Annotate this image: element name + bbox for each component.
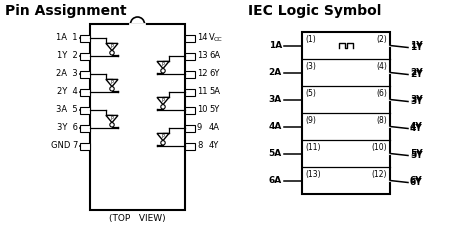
Bar [185, 124, 195, 131]
Text: 6Y: 6Y [209, 69, 219, 78]
Text: 13: 13 [197, 52, 208, 60]
Text: (5): (5) [305, 89, 316, 98]
Text: 11: 11 [197, 88, 208, 97]
Text: 6Y: 6Y [410, 178, 423, 187]
Text: P: P [162, 61, 164, 67]
Text: 14: 14 [197, 33, 208, 43]
Text: (10): (10) [371, 143, 387, 152]
Text: 4A: 4A [269, 122, 282, 131]
Text: 5Y: 5Y [410, 151, 423, 160]
Text: 1A: 1A [269, 41, 282, 50]
Polygon shape [157, 61, 169, 68]
Text: 4Y: 4Y [209, 142, 219, 151]
Bar [90, 24, 185, 210]
Text: P: P [110, 44, 113, 48]
Bar [80, 89, 90, 96]
Text: (6): (6) [376, 89, 387, 98]
Text: 1Y: 1Y [410, 43, 423, 52]
Text: IEC Logic Symbol: IEC Logic Symbol [248, 4, 382, 18]
Text: (11): (11) [305, 143, 320, 152]
Text: 8: 8 [197, 142, 202, 151]
Bar [80, 106, 90, 113]
Text: 6Y: 6Y [410, 176, 423, 185]
Bar [185, 70, 195, 77]
Text: P: P [162, 98, 164, 103]
Text: (TOP   VIEW): (TOP VIEW) [109, 214, 166, 223]
Polygon shape [157, 97, 169, 105]
Text: 2Y  4: 2Y 4 [57, 88, 78, 97]
Text: P: P [110, 115, 113, 121]
Text: 1A  1: 1A 1 [56, 33, 78, 43]
Text: Pin Assignment: Pin Assignment [5, 4, 127, 18]
Bar [185, 35, 195, 41]
Circle shape [161, 68, 165, 73]
Text: (3): (3) [305, 62, 316, 71]
Bar [302, 32, 390, 194]
Circle shape [161, 105, 165, 109]
Circle shape [110, 123, 114, 127]
Text: 3A: 3A [269, 95, 282, 104]
Wedge shape [130, 17, 145, 24]
Text: 2Y: 2Y [410, 68, 423, 77]
Text: 2A  3: 2A 3 [56, 69, 78, 78]
Bar [185, 106, 195, 113]
Polygon shape [106, 43, 118, 51]
Text: 1Y  2: 1Y 2 [57, 52, 78, 60]
Text: 3Y: 3Y [410, 97, 423, 106]
Bar [185, 53, 195, 60]
Text: 6A: 6A [269, 176, 282, 185]
Text: 10: 10 [197, 106, 208, 114]
Bar [185, 143, 195, 150]
Circle shape [110, 87, 114, 91]
Circle shape [110, 51, 114, 55]
Bar [80, 124, 90, 131]
Bar [80, 35, 90, 41]
Text: 1Y: 1Y [410, 41, 423, 50]
Text: 5A: 5A [209, 88, 220, 97]
Bar [80, 70, 90, 77]
Text: 3Y  6: 3Y 6 [57, 123, 78, 133]
Text: 12: 12 [197, 69, 208, 78]
Text: 5Y: 5Y [209, 106, 219, 114]
Text: (1): (1) [305, 35, 316, 44]
Bar [80, 53, 90, 60]
Text: 5A: 5A [269, 149, 282, 158]
Text: (4): (4) [376, 62, 387, 71]
Text: 2Y: 2Y [410, 70, 423, 79]
Text: P: P [110, 80, 113, 84]
Text: (13): (13) [305, 170, 320, 179]
Bar [185, 89, 195, 96]
Polygon shape [157, 133, 169, 141]
Text: 9: 9 [197, 123, 202, 133]
Text: 3A  5: 3A 5 [56, 106, 78, 114]
Text: 4Y: 4Y [410, 122, 423, 131]
Polygon shape [106, 79, 118, 87]
Text: 2A: 2A [269, 68, 282, 77]
Text: (8): (8) [376, 116, 387, 125]
Text: 4A: 4A [209, 123, 220, 133]
Bar [80, 143, 90, 150]
Text: (9): (9) [305, 116, 316, 125]
Polygon shape [106, 115, 118, 123]
Text: CC: CC [214, 37, 223, 42]
Text: 6A: 6A [209, 52, 220, 60]
Circle shape [161, 141, 165, 145]
Text: GND 7: GND 7 [51, 142, 78, 151]
Text: 5Y: 5Y [410, 149, 423, 158]
Text: (2): (2) [376, 35, 387, 44]
Text: (12): (12) [372, 170, 387, 179]
Text: V: V [209, 33, 215, 43]
Text: 4Y: 4Y [410, 124, 423, 133]
Text: P: P [162, 134, 164, 138]
Text: 3Y: 3Y [410, 95, 423, 104]
